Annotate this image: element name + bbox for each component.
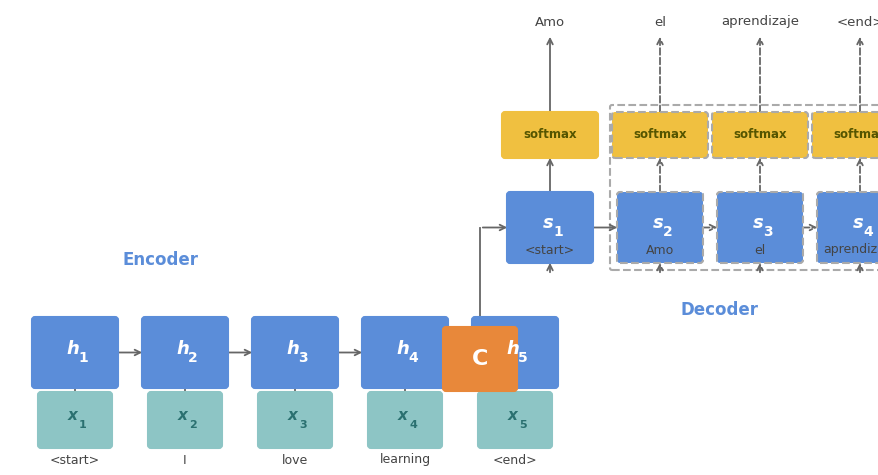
Text: h: h: [67, 340, 79, 358]
FancyBboxPatch shape: [471, 317, 558, 388]
Text: x: x: [507, 408, 517, 424]
Text: softmax: softmax: [732, 129, 786, 142]
Text: 5: 5: [517, 351, 528, 364]
FancyBboxPatch shape: [32, 317, 118, 388]
Text: I: I: [183, 454, 187, 466]
FancyBboxPatch shape: [368, 392, 442, 448]
FancyBboxPatch shape: [811, 112, 878, 158]
FancyBboxPatch shape: [816, 192, 878, 263]
FancyBboxPatch shape: [611, 112, 707, 158]
Text: h: h: [286, 340, 299, 358]
Text: 2: 2: [188, 351, 198, 364]
Text: aprendizaje: aprendizaje: [720, 16, 798, 28]
Text: Amo: Amo: [645, 244, 673, 256]
FancyBboxPatch shape: [252, 317, 338, 388]
Text: <end>: <end>: [835, 16, 878, 28]
Text: <start>: <start>: [50, 454, 100, 466]
Text: 1: 1: [79, 420, 87, 430]
Text: softmax: softmax: [522, 129, 576, 142]
Text: x: x: [398, 408, 407, 424]
Text: h: h: [506, 340, 519, 358]
FancyBboxPatch shape: [443, 327, 516, 391]
FancyBboxPatch shape: [258, 392, 332, 448]
Text: h: h: [176, 340, 190, 358]
FancyBboxPatch shape: [716, 192, 802, 263]
Text: s: s: [752, 215, 762, 232]
Text: aprendizaje: aprendizaje: [823, 244, 878, 256]
FancyBboxPatch shape: [478, 392, 551, 448]
FancyBboxPatch shape: [362, 317, 448, 388]
Text: 1: 1: [78, 351, 88, 364]
Text: s: s: [651, 215, 663, 232]
Text: x: x: [68, 408, 78, 424]
Text: 1: 1: [552, 226, 562, 239]
Text: learning: learning: [379, 454, 430, 466]
FancyBboxPatch shape: [142, 317, 227, 388]
Text: s: s: [542, 215, 553, 232]
Text: 4: 4: [862, 226, 872, 239]
FancyBboxPatch shape: [148, 392, 222, 448]
Text: 2: 2: [189, 420, 197, 430]
FancyBboxPatch shape: [711, 112, 807, 158]
FancyBboxPatch shape: [507, 192, 593, 263]
Text: 2: 2: [662, 226, 673, 239]
FancyBboxPatch shape: [616, 192, 702, 263]
Text: Amo: Amo: [535, 16, 565, 28]
FancyBboxPatch shape: [501, 112, 597, 158]
Text: x: x: [288, 408, 298, 424]
Text: el: el: [653, 16, 666, 28]
Text: 3: 3: [298, 351, 307, 364]
Text: Encoder: Encoder: [122, 251, 198, 269]
Text: 4: 4: [408, 420, 416, 430]
Text: <end>: <end>: [493, 454, 536, 466]
Text: softmax: softmax: [632, 129, 686, 142]
Text: C: C: [471, 349, 487, 369]
Text: x: x: [178, 408, 188, 424]
FancyBboxPatch shape: [38, 392, 112, 448]
Text: 3: 3: [299, 420, 306, 430]
Text: h: h: [396, 340, 409, 358]
Text: love: love: [282, 454, 308, 466]
Text: <start>: <start>: [524, 244, 574, 256]
Text: s: s: [852, 215, 862, 232]
Text: Decoder: Decoder: [680, 301, 758, 319]
Text: 4: 4: [407, 351, 417, 364]
Text: el: el: [753, 244, 765, 256]
Text: softmax: softmax: [832, 129, 878, 142]
Text: 5: 5: [519, 420, 526, 430]
Text: 3: 3: [762, 226, 772, 239]
